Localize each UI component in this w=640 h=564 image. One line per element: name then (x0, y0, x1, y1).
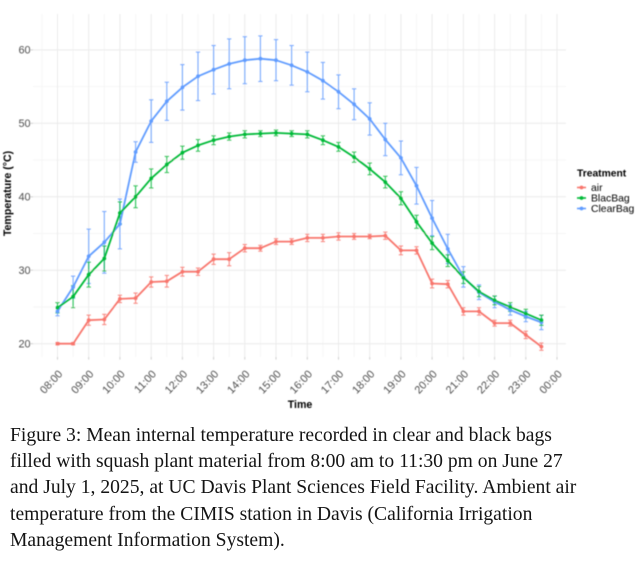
svg-text:air: air (591, 183, 603, 194)
svg-text:20: 20 (18, 338, 30, 350)
svg-text:BlacBag: BlacBag (591, 194, 630, 205)
svg-text:Treatment: Treatment (577, 169, 627, 180)
svg-text:Temperature (°C): Temperature (°C) (2, 151, 14, 236)
svg-text:60: 60 (18, 45, 30, 57)
svg-text:50: 50 (18, 118, 30, 130)
svg-text:30: 30 (18, 265, 30, 277)
svg-text:ClearBag: ClearBag (591, 204, 635, 215)
svg-text:Time: Time (288, 399, 313, 411)
svg-text:40: 40 (18, 192, 30, 204)
